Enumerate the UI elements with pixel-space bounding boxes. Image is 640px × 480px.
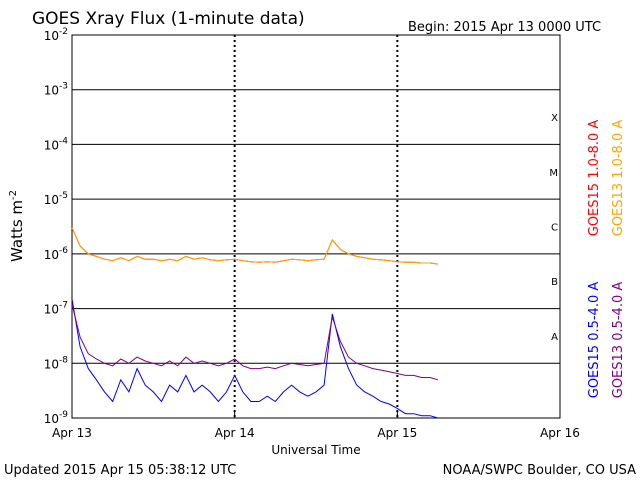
x-tick-label-3: Apr 16 <box>540 426 580 440</box>
y-axis-label: Watts m-2 <box>8 190 26 262</box>
flare-class-a: A <box>551 332 558 343</box>
series-line-1 <box>71 227 439 265</box>
legend-entry-1: GOES13 1.0-8.0 A <box>611 120 626 237</box>
grid-lines <box>72 34 560 419</box>
series-layer <box>71 227 439 419</box>
y-tick-label-4: 10-5 <box>44 191 68 207</box>
series-line-3 <box>71 304 439 381</box>
y-tick-label-5: 10-4 <box>44 136 69 152</box>
x-tick-labels: Apr 13 Apr 14 Apr 15 Apr 16 <box>52 412 580 440</box>
y-tick-label-6: 10-3 <box>44 82 68 98</box>
series-line-0 <box>71 227 439 265</box>
x-tick-label-1: Apr 14 <box>215 426 255 440</box>
flare-class-c: C <box>551 223 558 234</box>
series-line-2 <box>71 298 439 419</box>
y-tick-label-3: 10-6 <box>44 246 69 262</box>
legend-entry-0: GOES15 1.0-8.0 A <box>587 120 602 237</box>
y-tick-label-2: 10-7 <box>44 301 68 317</box>
legend-entry-3: GOES13 0.5-4.0 A <box>611 282 626 399</box>
flare-class-m: M <box>549 168 558 179</box>
x-axis-label: Universal Time <box>271 443 360 457</box>
y-axis-label-exp: -2 <box>8 190 19 200</box>
begin-label: Begin: 2015 Apr 13 0000 UTC <box>408 20 601 35</box>
legend-entry-2: GOES15 0.5-4.0 A <box>587 282 602 399</box>
flare-class-x: X <box>551 113 558 124</box>
chart-title: GOES Xray Flux (1-minute data) <box>32 9 305 29</box>
flare-class-b: B <box>551 277 558 288</box>
y-tick-label-1: 10-8 <box>44 355 69 371</box>
credit-label: NOAA/SWPC Boulder, CO USA <box>443 463 636 478</box>
flare-class-labels: A B C M X <box>549 113 558 343</box>
y-tick-label-7: 10-2 <box>44 27 68 43</box>
x-tick-label-0: Apr 13 <box>52 426 92 440</box>
x-tick-label-2: Apr 15 <box>377 426 417 440</box>
legend: GOES15 1.0-8.0 A GOES13 1.0-8.0 A GOES15 0… <box>587 120 626 399</box>
y-tick-labels: 10-9 10-8 10-7 10-6 10-5 10-4 10-3 10-2 <box>44 27 69 426</box>
y-tick-label-0: 10-9 <box>44 410 69 426</box>
day-dividers <box>233 35 399 418</box>
updated-label: Updated 2015 Apr 15 05:38:12 UTC <box>4 463 236 478</box>
y-axis-label-text: Watts m <box>8 200 26 262</box>
